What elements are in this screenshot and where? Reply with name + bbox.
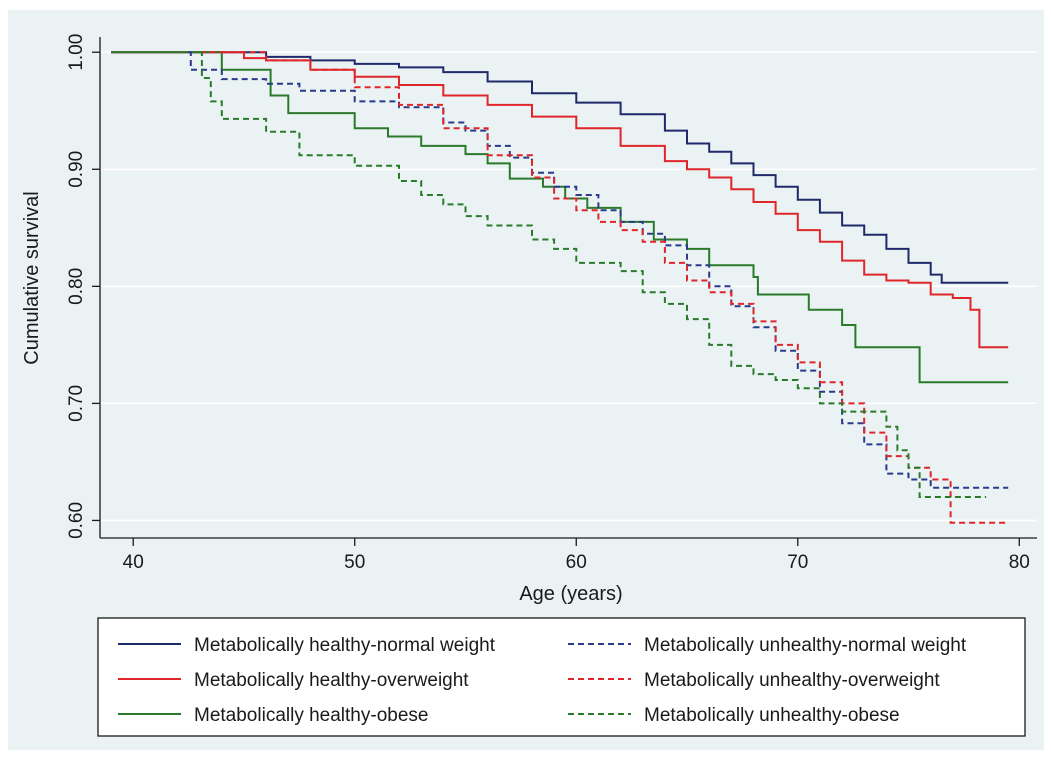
y-axis-title: Cumulative survival (21, 191, 43, 364)
series-lines (111, 51, 1009, 524)
legend-label-6: Metabolically unhealthy-obese (644, 705, 900, 726)
series-line-6 (199, 51, 987, 498)
series-line-2 (111, 51, 1009, 349)
x-tick-label: 80 (1009, 552, 1030, 573)
survival-chart: 0.60 0.70 0.80 0.90 1.00 40 50 60 70 80 Age (year… (8, 10, 1044, 750)
y-tick-label: 1.00 (66, 34, 87, 71)
x-tick-label: 60 (566, 552, 587, 573)
legend-label-2: Metabolically healthy-overweight (194, 670, 469, 691)
x-tick-label: 40 (123, 552, 144, 573)
series-line-4 (188, 51, 1009, 489)
legend-label-4: Metabolically unhealthy-normal weight (644, 635, 967, 656)
x-tick-label: 70 (787, 552, 808, 573)
y-tick-label: 0.60 (66, 502, 87, 539)
y-tick-label: 0.80 (66, 268, 87, 305)
legend-label-5: Metabolically unhealthy-overweight (644, 670, 940, 691)
axes (99, 37, 1037, 539)
series-line-5 (199, 51, 1009, 524)
x-tick-label: 50 (344, 552, 365, 573)
plot-area-background (100, 37, 1037, 538)
ticks: 0.60 0.70 0.80 0.90 1.00 40 50 60 70 80 (66, 34, 1030, 573)
legend: Metabolically healthy-normal weight Metab… (97, 617, 1026, 737)
y-tick-label: 0.90 (66, 151, 87, 188)
legend-label-3: Metabolically healthy-obese (194, 705, 428, 726)
y-tick-label: 0.70 (66, 385, 87, 422)
chart-svg: 0.60 0.70 0.80 0.90 1.00 40 50 60 70 80 Age (year… (21, 34, 1037, 737)
x-axis-title: Age (years) (519, 583, 622, 605)
legend-label-1: Metabolically healthy-normal weight (194, 635, 496, 656)
legend-box (97, 617, 1026, 737)
series-line-1 (111, 51, 1009, 284)
